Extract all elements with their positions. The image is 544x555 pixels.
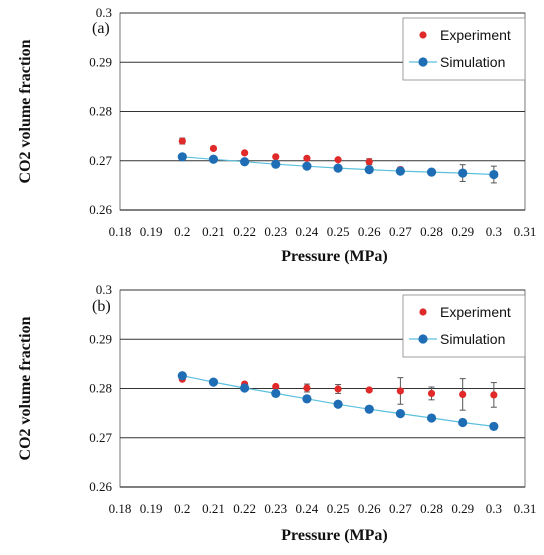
x-tick-label: 0.29	[451, 501, 474, 516]
x-tick-label: 0.28	[420, 501, 443, 516]
x-tick-label: 0.3	[486, 501, 502, 516]
x-tick-label: 0.18	[109, 501, 132, 516]
simulation-point	[364, 404, 374, 414]
simulation-point	[333, 163, 343, 173]
experiment-point	[334, 156, 342, 164]
simulation-point	[271, 159, 281, 169]
simulation-point	[426, 413, 437, 423]
x-tick-label: 0.31	[514, 224, 537, 239]
y-tick-label: 0.3	[96, 5, 112, 20]
panel-label: (b)	[92, 298, 111, 315]
simulation-point	[208, 377, 219, 387]
simulation-point	[271, 388, 281, 399]
y-tick-label: 0.27	[89, 430, 112, 445]
x-tick-label: 0.25	[327, 501, 350, 516]
x-tick-label: 0.22	[233, 501, 256, 516]
simulation-point	[333, 399, 343, 409]
experiment-point	[427, 389, 436, 398]
experiment-point	[272, 382, 280, 391]
experiment-point	[365, 386, 373, 394]
x-tick-label: 0.18	[109, 224, 132, 239]
legend-marker-simulation	[418, 334, 428, 344]
legend-label-simulation: Simulation	[440, 54, 505, 70]
y-axis-title: CO2 volume fraction	[17, 39, 34, 183]
x-tick-label: 0.29	[451, 224, 474, 239]
simulation-point	[177, 152, 187, 162]
x-tick-label: 0.19	[140, 501, 163, 516]
x-tick-label: 0.21	[202, 224, 225, 239]
y-tick-label: 0.28	[89, 104, 112, 119]
y-tick-label: 0.29	[89, 331, 112, 346]
chart-panel-b: 0.26 0.27 0.28 0.29 0.3 0.18 0.19 0.2 0.21 0.22 0.…	[17, 282, 536, 544]
legend-label-experiment: Experiment	[440, 27, 511, 43]
simulation-point	[458, 168, 468, 178]
x-tick-label: 0.25	[327, 224, 350, 239]
x-tick-label: 0.26	[358, 501, 381, 516]
simulation-point	[458, 417, 468, 428]
simulation-point	[302, 394, 312, 404]
legend-marker-experiment	[419, 308, 427, 316]
y-tick-label: 0.29	[89, 54, 112, 69]
experiment-point	[303, 384, 311, 392]
x-tick-label: 0.27	[389, 501, 412, 516]
x-tick-label: 0.27	[389, 224, 412, 239]
x-tick-label: 0.24	[296, 501, 319, 516]
simulation-point	[208, 154, 219, 164]
legend-marker-experiment	[419, 31, 427, 39]
simulation-point	[240, 157, 250, 167]
y-axis-title: CO2 volume fraction	[17, 316, 34, 460]
chart-panel-a: 0.26 0.27 0.28 0.29 0.3 0.18 0.19 0.2 0.21 0.22 0.…	[17, 5, 536, 265]
experiment-point	[272, 153, 280, 161]
simulation-point	[426, 167, 437, 177]
y-tick-label: 0.28	[89, 381, 112, 396]
experiment-point	[396, 387, 404, 395]
legend: Experiment Simulation	[402, 17, 526, 81]
simulation-point	[489, 169, 499, 180]
x-tick-label: 0.22	[233, 224, 256, 239]
simulation-point	[177, 371, 187, 381]
legend: Experiment Simulation	[402, 294, 526, 358]
simulation-point	[489, 421, 499, 432]
x-tick-label: 0.23	[264, 501, 287, 516]
simulation-point	[395, 166, 405, 176]
experiment-point	[241, 149, 249, 157]
x-tick-label: 0.3	[486, 224, 502, 239]
legend-marker-simulation	[418, 57, 428, 67]
x-tick-label: 0.24	[296, 224, 319, 239]
panel-label: (a)	[92, 20, 110, 37]
x-tick-label: 0.2	[174, 224, 190, 239]
experiment-point	[365, 158, 373, 166]
y-tick-label: 0.27	[89, 153, 112, 168]
x-tick-label: 0.28	[420, 224, 443, 239]
simulation-point	[302, 161, 312, 171]
y-tick-label: 0.26	[89, 479, 112, 494]
y-tick-label: 0.3	[96, 282, 112, 297]
x-axis-title: Pressure (MPa)	[281, 248, 387, 265]
simulation-point	[364, 165, 374, 175]
legend-label-simulation: Simulation	[440, 331, 505, 347]
x-tick-label: 0.19	[140, 224, 163, 239]
x-tick-label: 0.31	[514, 501, 537, 516]
simulation-point	[395, 409, 405, 419]
experiment-point	[178, 137, 186, 145]
experiment-point	[459, 390, 467, 399]
y-tick-label: 0.26	[89, 202, 112, 217]
legend-box	[402, 17, 526, 81]
experiment-point	[303, 154, 311, 162]
experiment-point	[209, 144, 218, 153]
x-tick-label: 0.26	[358, 224, 381, 239]
legend-box	[402, 294, 526, 358]
experiment-point	[490, 391, 498, 399]
legend-label-experiment: Experiment	[440, 304, 511, 320]
experiment-point	[334, 385, 342, 393]
x-tick-label: 0.2	[174, 501, 190, 516]
simulation-point	[240, 383, 250, 393]
x-tick-label: 0.23	[264, 224, 287, 239]
x-tick-label: 0.21	[202, 501, 225, 516]
x-axis-title: Pressure (MPa)	[281, 527, 387, 544]
